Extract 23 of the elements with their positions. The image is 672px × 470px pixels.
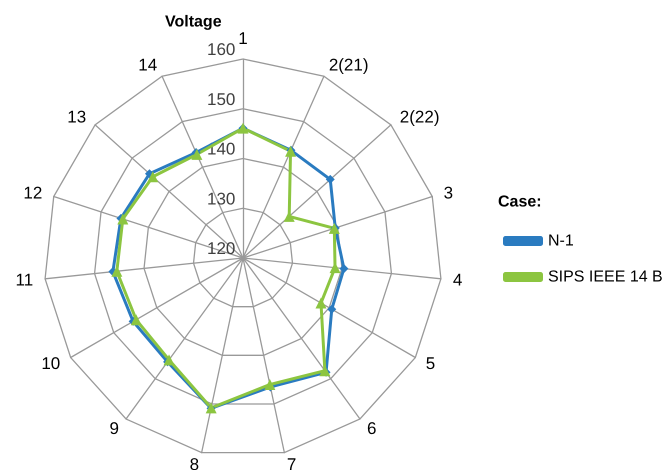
spoke-label: 13: [67, 107, 86, 126]
spoke-label: 10: [41, 354, 60, 373]
legend-label: N-1: [548, 232, 574, 250]
spoke-label: 6: [367, 419, 376, 438]
legend-label: SIPS IEEE 14 B: [548, 268, 663, 286]
spoke-label: 14: [138, 56, 158, 75]
spoke-label: 2(22): [400, 107, 440, 126]
spoke-label: 9: [110, 419, 119, 438]
chart-title: Voltage: [165, 14, 222, 30]
spoke-label: 4: [452, 270, 462, 290]
spoke-label: 7: [286, 454, 296, 470]
y-tick-label: 160: [207, 40, 236, 59]
spoke-label: 1: [238, 29, 248, 48]
spoke-label: 8: [190, 454, 200, 470]
spoke-label: 2(21): [328, 56, 369, 75]
legend-title: Case:: [498, 194, 542, 210]
y-tick-label: 130: [207, 189, 236, 208]
spoke-label: 5: [426, 354, 436, 373]
spoke-label: 12: [23, 183, 42, 202]
y-tick-label: 120: [207, 239, 236, 258]
y-tick-label: 150: [207, 90, 236, 109]
spoke-label: 3: [444, 183, 454, 202]
spoke-label: 11: [16, 270, 34, 290]
